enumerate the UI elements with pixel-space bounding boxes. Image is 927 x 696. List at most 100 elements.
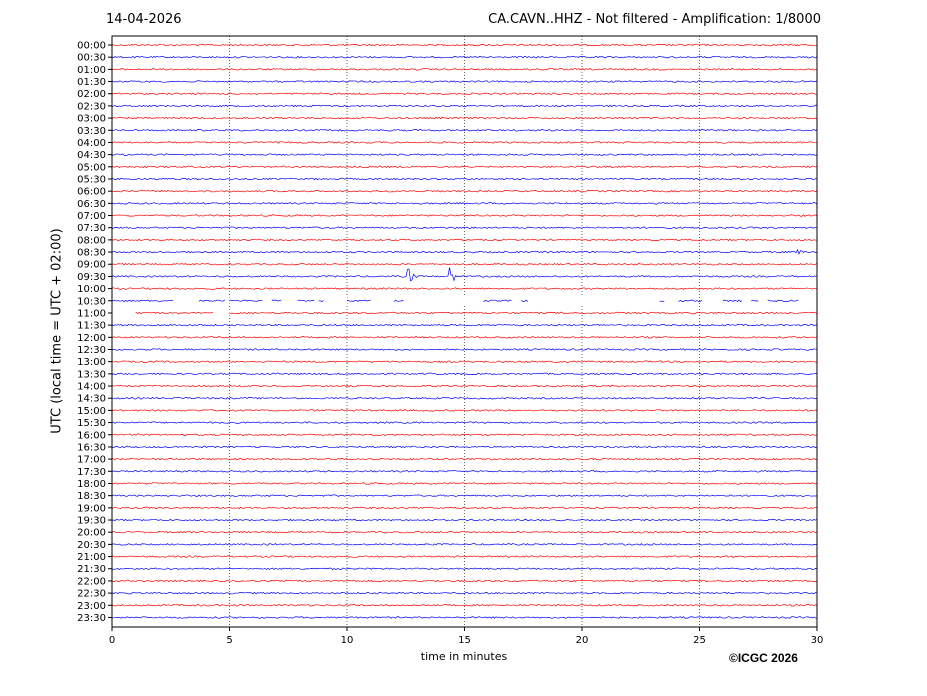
y-tick-label-15:30: 15:30 — [77, 418, 106, 429]
y-tick-label-01:00: 01:00 — [77, 65, 106, 76]
chart-title: CA.CAVN..HHZ - Not filtered - Amplificat… — [488, 12, 821, 27]
y-tick-label-04:30: 04:30 — [77, 150, 106, 161]
y-tick-label-07:00: 07:00 — [77, 211, 106, 222]
y-tick-label-09:30: 09:30 — [77, 272, 106, 283]
trace-03:00 — [111, 116, 818, 120]
y-tick-label-02:30: 02:30 — [77, 101, 106, 112]
trace-01:30 — [111, 80, 818, 83]
trace-19:30 — [111, 518, 818, 522]
y-tick-label-18:30: 18:30 — [77, 491, 106, 502]
y-tick-label-14:00: 14:00 — [77, 382, 106, 393]
y-tick-label-10:00: 10:00 — [77, 284, 106, 295]
trace-06:30 — [111, 202, 818, 205]
y-tick-label-00:00: 00:00 — [77, 41, 106, 52]
trace-00:30 — [111, 55, 818, 59]
y-tick-label-23:00: 23:00 — [77, 601, 106, 612]
y-tick-label-19:30: 19:30 — [77, 516, 106, 527]
y-tick-label-12:00: 12:00 — [77, 333, 106, 344]
y-tick-label-00:30: 00:30 — [77, 53, 106, 64]
x-tick-label-30: 30 — [811, 635, 824, 646]
y-tick-label-19:00: 19:00 — [77, 503, 106, 514]
y-tick-label-13:00: 13:00 — [77, 357, 106, 368]
date-label: 14-04-2026 — [106, 12, 182, 27]
data-gap-10:30-1 — [224, 295, 230, 306]
x-tick-label-20: 20 — [576, 635, 589, 646]
data-gap-10:30-0 — [173, 295, 199, 306]
trace-19:00 — [111, 506, 818, 510]
trace-07:30 — [111, 226, 818, 229]
data-gap-10:30-5 — [323, 295, 347, 306]
y-tick-label-04:00: 04:00 — [77, 138, 106, 149]
trace-00:00 — [111, 43, 818, 47]
trace-04:30 — [111, 153, 818, 156]
y-tick-label-20:00: 20:00 — [77, 528, 106, 539]
data-gap-10:30-9 — [527, 295, 660, 306]
gap-layer — [112, 295, 817, 318]
trace-18:30 — [111, 494, 818, 497]
trace-06:00 — [111, 189, 818, 193]
trace-21:30 — [111, 567, 818, 570]
y-tick-label-08:00: 08:00 — [77, 235, 106, 246]
trace-05:30 — [111, 177, 818, 181]
copyright-label: ©ICGC 2026 — [729, 651, 798, 665]
x-tick-label-0: 0 — [109, 635, 115, 646]
x-tick-label-15: 15 — [458, 635, 471, 646]
trace-14:30 — [112, 396, 818, 400]
y-tick-label-10:30: 10:30 — [77, 296, 106, 307]
data-gap-10:30-2 — [262, 295, 272, 306]
trace-13:30 — [111, 372, 818, 376]
trace-09:30 — [111, 267, 818, 282]
data-gap-10:30-14 — [798, 295, 817, 306]
trace-22:30 — [111, 591, 818, 595]
y-tick-label-07:30: 07:30 — [77, 223, 106, 234]
data-gap-10:30-6 — [370, 295, 394, 306]
y-tick-label-17:30: 17:30 — [77, 467, 106, 478]
y-tick-label-11:30: 11:30 — [77, 321, 106, 332]
y-tick-label-09:00: 09:00 — [77, 260, 106, 271]
y-tick-label-17:00: 17:00 — [77, 455, 106, 466]
y-tick-label-16:00: 16:00 — [77, 430, 106, 441]
y-tick-label-20:30: 20:30 — [77, 540, 106, 551]
data-gap-10:30-3 — [281, 295, 298, 306]
trace-03:30 — [111, 129, 818, 132]
trace-15:00 — [111, 409, 818, 412]
trace-02:30 — [111, 104, 818, 108]
trace-14:00 — [111, 384, 818, 388]
trace-16:00 — [111, 433, 818, 436]
y-tick-label-21:30: 21:30 — [77, 564, 106, 575]
trace-11:30 — [111, 323, 818, 327]
trace-22:00 — [111, 579, 818, 583]
y-tick-label-22:00: 22:00 — [77, 576, 106, 587]
trace-08:30 — [111, 249, 818, 255]
data-gap-10:30-8 — [511, 295, 521, 306]
y-tick-label-21:00: 21:00 — [77, 552, 106, 563]
y-tick-label-11:00: 11:00 — [77, 308, 106, 319]
y-tick-label-03:30: 03:30 — [77, 126, 106, 137]
trace-15:30 — [111, 421, 818, 424]
x-axis-label: time in minutes — [420, 650, 508, 663]
trace-13:00 — [111, 360, 818, 363]
y-tick-label-08:30: 08:30 — [77, 248, 106, 259]
y-tick-label-05:30: 05:30 — [77, 174, 106, 185]
y-tick-label-03:00: 03:00 — [77, 114, 106, 125]
y-tick-label-06:30: 06:30 — [77, 199, 106, 210]
y-tick-label-15:00: 15:00 — [77, 406, 106, 417]
trace-05:00 — [111, 165, 818, 169]
trace-20:00 — [111, 530, 818, 534]
y-tick-label-12:30: 12:30 — [77, 345, 106, 356]
x-tick-label-25: 25 — [693, 635, 706, 646]
data-gap-10:30-11 — [701, 295, 723, 306]
x-tick-label-5: 5 — [226, 635, 232, 646]
y-tick-label-05:00: 05:00 — [77, 162, 106, 173]
trace-layer — [111, 43, 818, 619]
data-gap-11:00-1 — [213, 307, 230, 318]
trace-04:00 — [111, 141, 818, 144]
y-tick-label-16:30: 16:30 — [77, 442, 106, 453]
y-tick-label-13:30: 13:30 — [77, 369, 106, 380]
y-tick-label-06:00: 06:00 — [77, 187, 106, 198]
trace-09:00 — [111, 262, 818, 266]
data-gap-10:30-7 — [403, 295, 484, 306]
trace-23:30 — [111, 616, 818, 619]
data-gap-11:00-0 — [112, 307, 136, 318]
